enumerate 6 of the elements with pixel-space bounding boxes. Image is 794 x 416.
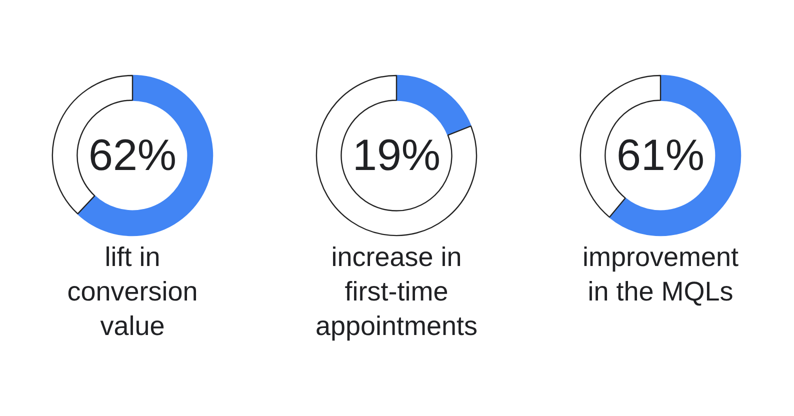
text: increase in first-time appointments xyxy=(315,242,478,342)
text: 61% xyxy=(616,131,705,180)
text: 19% xyxy=(352,131,441,180)
text: improvement in the MQLs xyxy=(582,242,740,307)
text: lift in conversion value xyxy=(67,242,198,342)
text: 62% xyxy=(88,131,177,180)
